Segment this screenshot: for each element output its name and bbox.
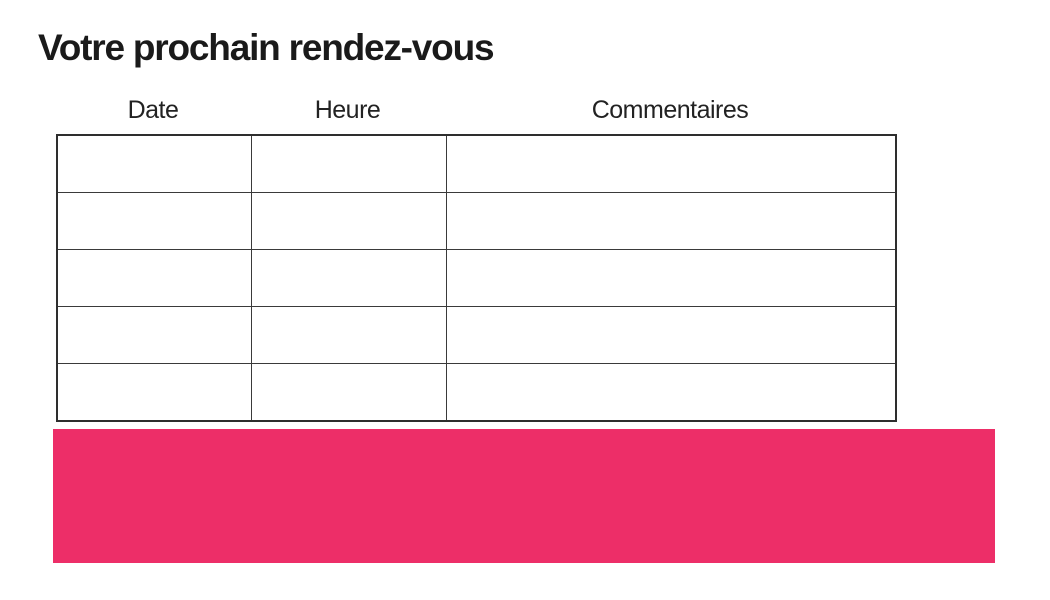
column-header-commentaires: Commentaires (591, 95, 749, 124)
table-row (56, 363, 897, 422)
table-cell-heure (250, 249, 447, 307)
table-cell-date (56, 363, 252, 422)
table-cell-commentaires (445, 134, 897, 193)
table-cell-commentaires (445, 363, 897, 422)
highlight-band (53, 429, 995, 563)
table-column-headers: Date Heure Commentaires (56, 92, 895, 128)
table-cell-date (56, 249, 252, 307)
table-body (56, 134, 897, 422)
table-cell-date (56, 134, 252, 193)
table-row (56, 306, 897, 364)
column-header-date: Date (127, 95, 179, 124)
appointments-table (56, 134, 897, 422)
page-title: Votre prochain rendez-vous (38, 27, 495, 68)
table-row (56, 192, 897, 250)
table-cell-heure (250, 134, 447, 193)
table-cell-commentaires (445, 249, 897, 307)
table-row (56, 249, 897, 307)
column-header-heure: Heure (314, 95, 381, 124)
table-cell-date (56, 192, 252, 250)
table-cell-heure (250, 363, 447, 422)
table-cell-heure (250, 306, 447, 364)
table-row (56, 134, 897, 193)
table-cell-commentaires (445, 306, 897, 364)
table-cell-date (56, 306, 252, 364)
table-cell-heure (250, 192, 447, 250)
table-cell-commentaires (445, 192, 897, 250)
